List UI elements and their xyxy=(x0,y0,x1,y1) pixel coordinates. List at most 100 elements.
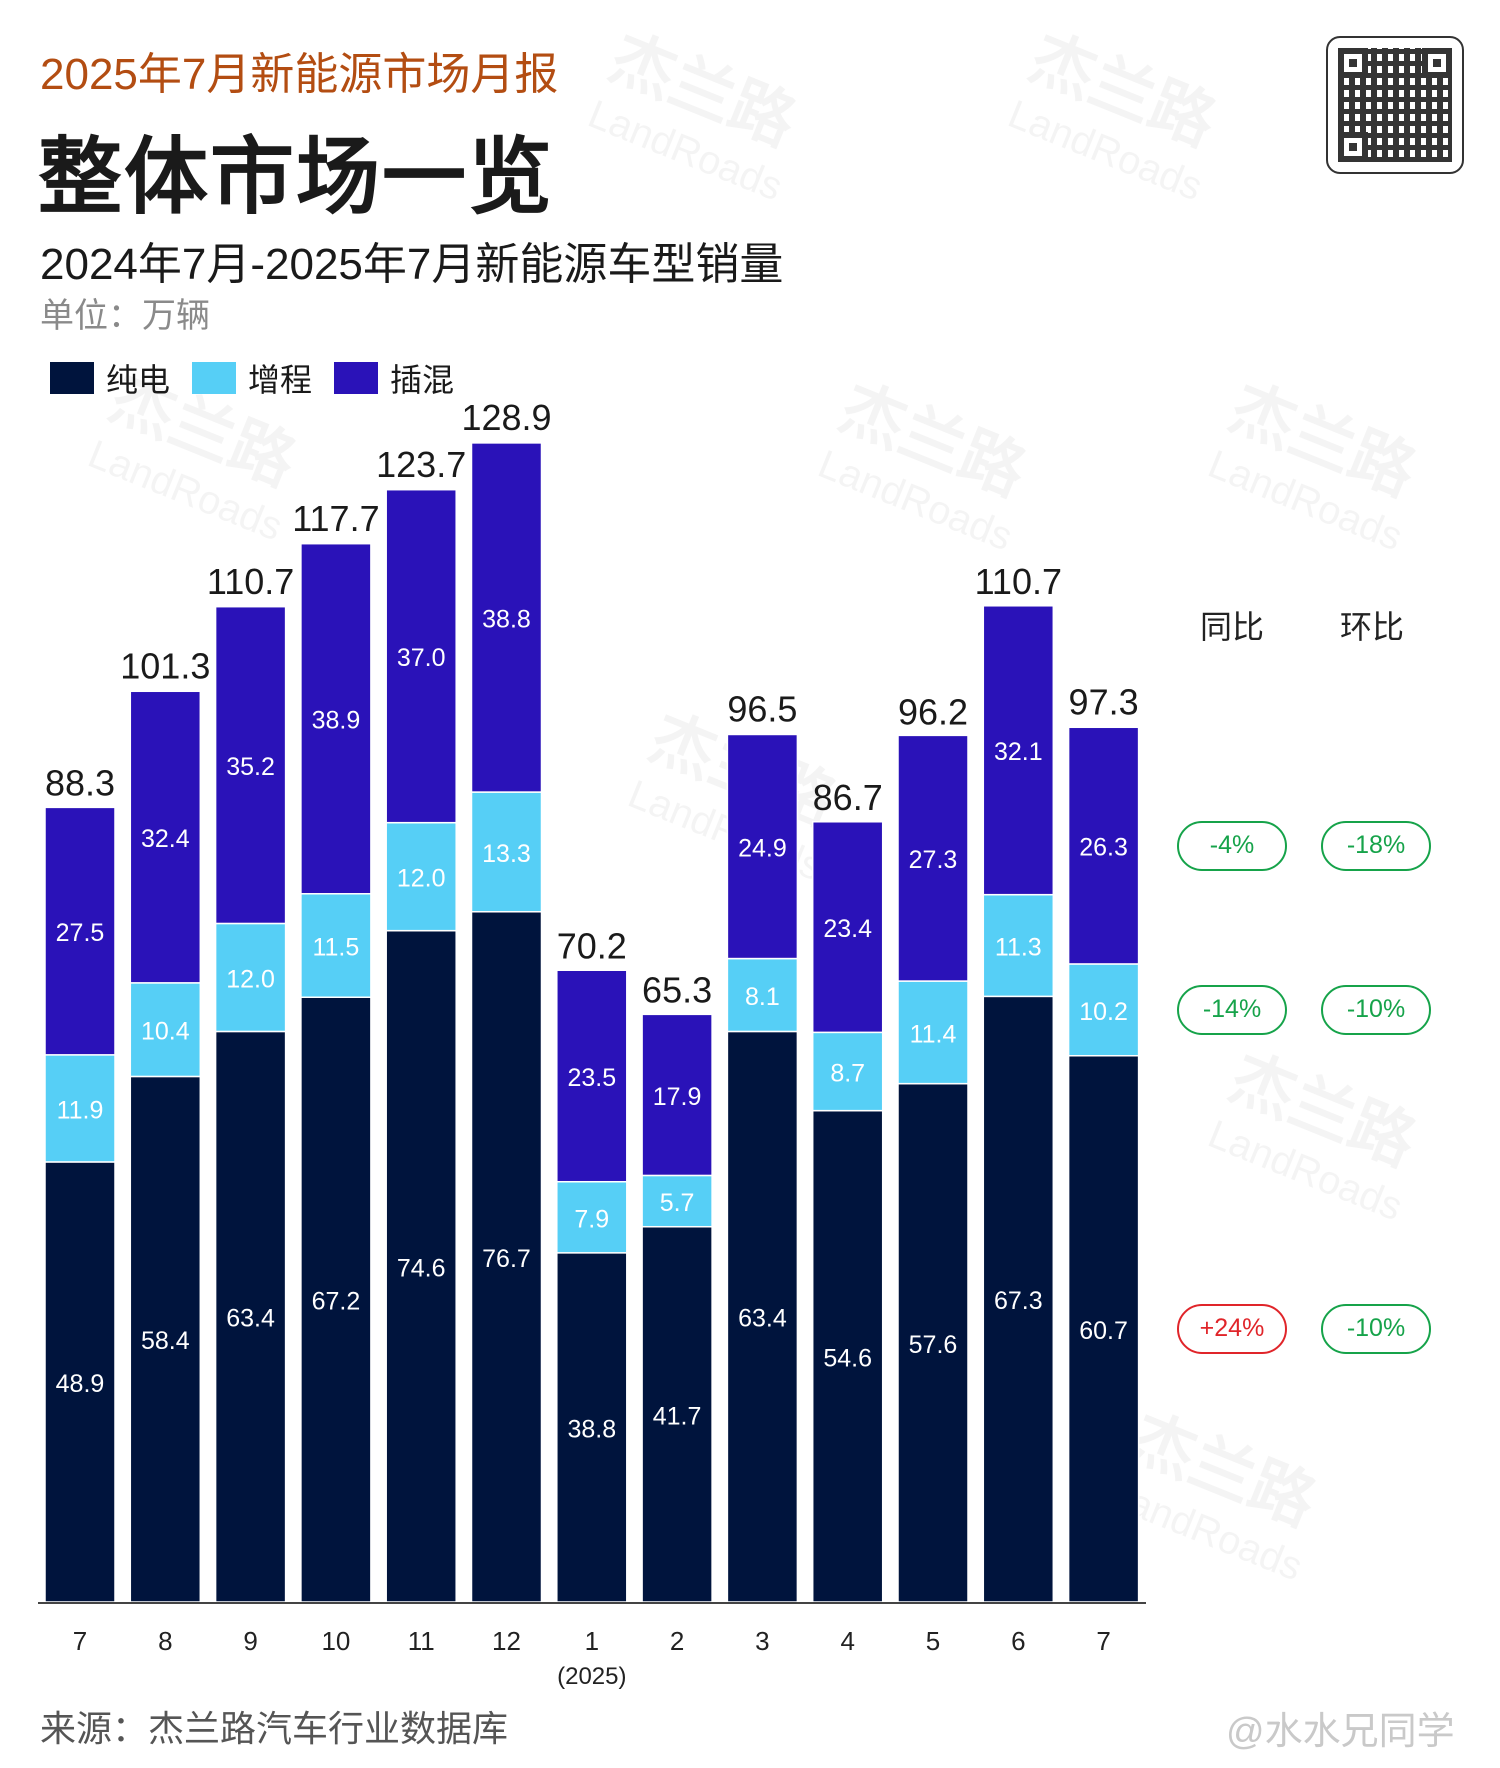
x-tick-label: 9 xyxy=(243,1626,257,1656)
bar-total-label: 101.3 xyxy=(120,645,210,686)
legend-swatch xyxy=(334,362,379,394)
bar-segment xyxy=(811,1031,884,1112)
bar-value-label: 41.7 xyxy=(653,1402,702,1430)
bar-segment xyxy=(556,969,628,1183)
qr-code-icon[interactable] xyxy=(1326,36,1464,174)
bar-segment xyxy=(385,488,457,824)
bar-segment xyxy=(385,821,457,932)
bar-value-label: 23.4 xyxy=(823,915,872,943)
bar-total-label: 86.7 xyxy=(813,777,883,818)
bar-value-label: 11.3 xyxy=(995,934,1042,962)
bar-segment xyxy=(214,1030,287,1603)
x-tick-label: 4 xyxy=(840,1626,854,1656)
x-tick-label: 2 xyxy=(670,1626,684,1656)
bar-value-label: 11.9 xyxy=(57,1096,104,1124)
yoy-badge: -14% xyxy=(1177,984,1287,1035)
x-tick-label: 3 xyxy=(755,1626,769,1656)
bar-value-label: 74.6 xyxy=(397,1254,446,1282)
x-tick-label: 10 xyxy=(321,1626,350,1656)
bar-segment xyxy=(982,995,1055,1603)
bar-value-label: 12.0 xyxy=(397,865,446,893)
bar-segment xyxy=(470,911,543,1603)
bar-total-label: 117.7 xyxy=(292,498,379,539)
bar-value-label: 38.8 xyxy=(567,1415,616,1443)
x-tick-label: 8 xyxy=(158,1626,172,1656)
bar-value-label: 48.9 xyxy=(56,1370,105,1398)
bar-value-label: 63.4 xyxy=(738,1305,787,1333)
bar-value-label: 76.7 xyxy=(482,1245,531,1273)
bar-value-label: 23.5 xyxy=(567,1064,616,1092)
bar-segment xyxy=(44,1161,116,1603)
bar-value-label: 57.6 xyxy=(909,1331,958,1359)
bar-value-label: 8.7 xyxy=(830,1059,865,1087)
bar-value-label: 10.4 xyxy=(141,1018,190,1046)
bar-segment xyxy=(129,690,202,984)
bar-value-label: 67.2 xyxy=(312,1288,361,1316)
page-title: 整体市场一览 xyxy=(38,130,555,224)
bar-segment xyxy=(214,605,287,925)
bar-value-label: 32.4 xyxy=(141,825,190,853)
bar-value-label: 38.9 xyxy=(312,707,361,735)
bar-segment xyxy=(1067,1054,1140,1603)
bar-value-label: 63.4 xyxy=(226,1305,275,1333)
legend-label: 增程 xyxy=(248,362,313,398)
bar-value-label: 12.0 xyxy=(226,965,275,993)
x-tick-label: 7 xyxy=(73,1626,87,1656)
x-tick-label: 6 xyxy=(1011,1626,1025,1656)
bar-value-label: 54.6 xyxy=(823,1344,872,1372)
mom-header: 环比 xyxy=(1340,609,1405,645)
bar-total-label: 65.3 xyxy=(642,969,712,1010)
bar-segment xyxy=(641,1174,713,1228)
bar-total-label: 96.5 xyxy=(727,689,797,730)
legend-label: 纯电 xyxy=(106,362,171,398)
bar-value-label: 24.9 xyxy=(738,835,787,863)
x-tick-label: 7 xyxy=(1096,1626,1110,1656)
bar-segment xyxy=(300,542,372,895)
legend-label: 插混 xyxy=(390,362,455,398)
bar-total-label: 96.2 xyxy=(898,691,968,732)
bar-segment xyxy=(1067,963,1140,1057)
chart-title: 2024年7月-2025年7月新能源车型销量 xyxy=(40,240,784,289)
bar-segment xyxy=(811,1109,884,1603)
mom-badge: -10% xyxy=(1321,984,1431,1035)
bar-value-label: 26.3 xyxy=(1079,834,1128,862)
bar-value-label: 27.5 xyxy=(56,919,105,947)
bar-total-label: 70.2 xyxy=(557,925,627,966)
x-tick-label: 5 xyxy=(926,1626,940,1656)
bar-segment xyxy=(300,996,372,1603)
bar-value-label: 27.3 xyxy=(909,846,958,874)
bar-segment xyxy=(44,806,116,1056)
bar-value-label: 58.4 xyxy=(141,1327,190,1355)
bar-segment xyxy=(641,1013,713,1177)
bar-segment xyxy=(982,605,1055,896)
weibo-handle: @水水兄同学 xyxy=(1226,1711,1455,1753)
bar-value-label: 35.2 xyxy=(226,753,275,781)
legend-swatch xyxy=(50,362,94,394)
bar-value-label: 17.9 xyxy=(653,1083,702,1111)
yoy-header: 同比 xyxy=(1200,609,1265,645)
bar-segment xyxy=(556,1252,628,1603)
data-source: 来源：杰兰路汽车行业数据库 xyxy=(40,1708,509,1749)
chart-legend: 纯电 增程 插混 xyxy=(50,355,454,401)
bar-value-label: 11.4 xyxy=(910,1020,957,1048)
x-tick-sublabel: (2025) xyxy=(557,1663,626,1690)
bar-total-label: 97.3 xyxy=(1069,681,1139,722)
bar-segment xyxy=(1067,726,1140,965)
bar-value-label: 60.7 xyxy=(1079,1317,1128,1345)
mom-badge: -18% xyxy=(1321,820,1431,871)
legend-item-2: 插混 xyxy=(334,355,454,401)
bar-segment xyxy=(470,791,543,913)
bar-value-label: 32.1 xyxy=(994,738,1043,766)
bar-total-label: 123.7 xyxy=(376,444,466,485)
legend-item-0: 纯电 xyxy=(50,355,170,401)
bar-value-label: 38.8 xyxy=(482,605,531,633)
bar-segment xyxy=(300,893,372,999)
bar-segment xyxy=(385,929,457,1603)
bar-value-label: 8.1 xyxy=(745,983,780,1011)
bar-segment xyxy=(897,980,969,1085)
bar-value-label: 7.9 xyxy=(574,1205,609,1233)
bar-segment xyxy=(214,922,287,1033)
bar-segment xyxy=(897,734,969,982)
unit-label: 单位：万辆 xyxy=(40,297,210,335)
